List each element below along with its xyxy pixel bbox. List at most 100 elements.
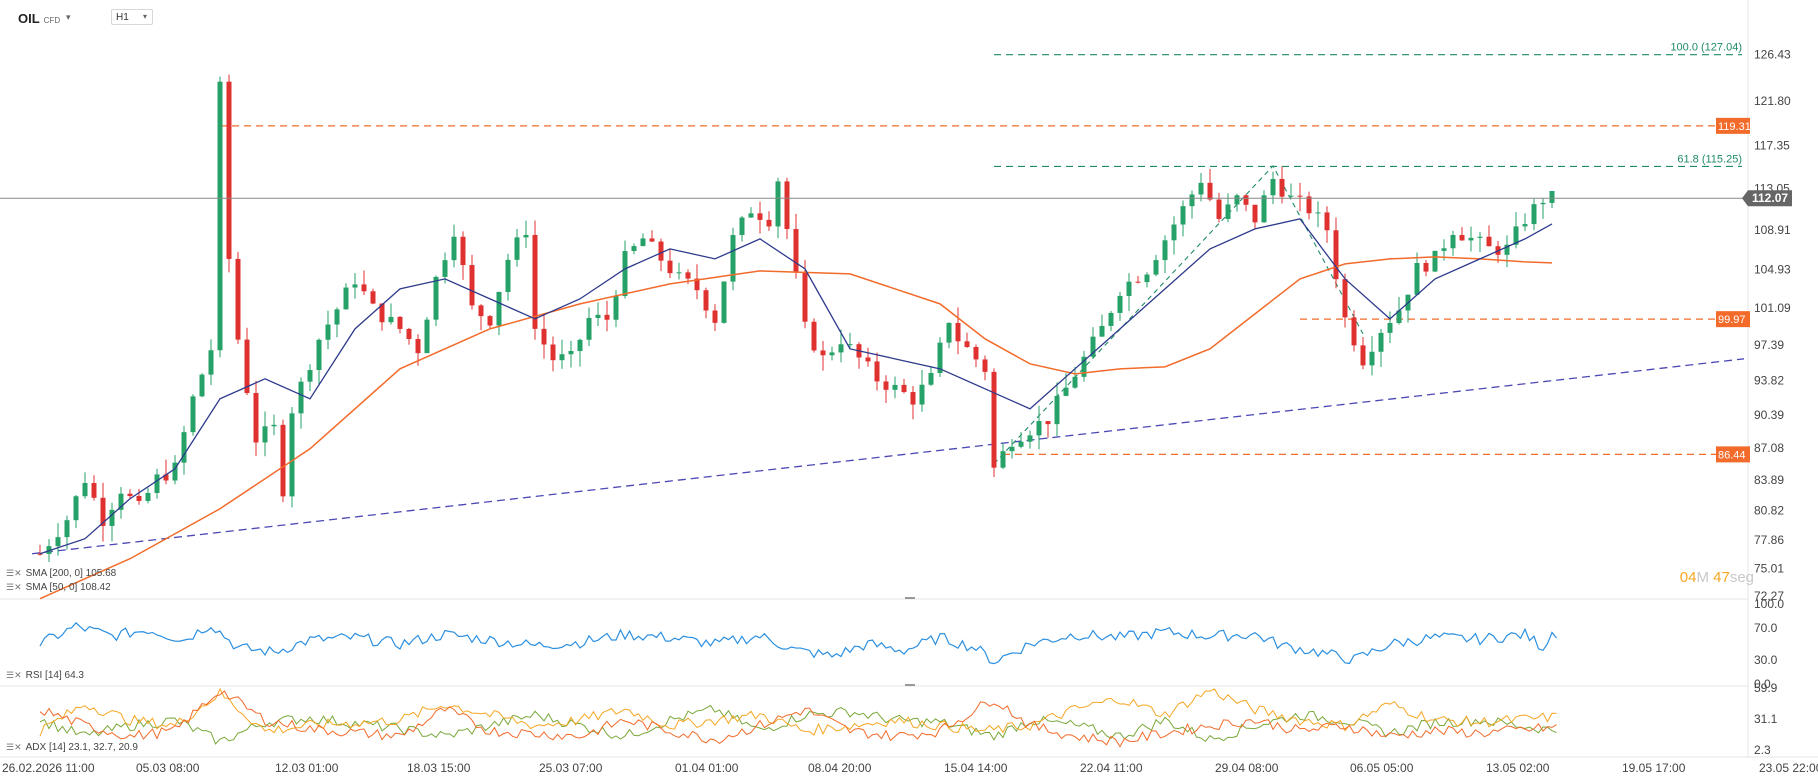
symbol-label[interactable]: OIL CFD xyxy=(18,11,60,26)
bullish-candle xyxy=(514,237,520,260)
bearish-candle xyxy=(658,241,664,261)
bullish-candle xyxy=(1270,178,1276,196)
bullish-candle xyxy=(208,350,214,375)
bullish-candle xyxy=(262,426,268,443)
time-tick-label: 05.03 08:00 xyxy=(136,761,200,775)
bullish-candle xyxy=(1189,194,1195,207)
bullish-candle xyxy=(1234,195,1240,205)
time-tick-label: 15.04 14:00 xyxy=(944,761,1008,775)
price-tick-label: 87.08 xyxy=(1754,441,1784,455)
last-price-label: 112.07 xyxy=(1752,191,1788,205)
bullish-candle xyxy=(109,509,115,526)
bullish-candle xyxy=(1315,212,1321,214)
legend-menu-icon[interactable]: ☰✕ xyxy=(6,742,22,752)
bearish-candle xyxy=(1306,196,1312,214)
bullish-candle xyxy=(334,309,340,325)
bullish-candle xyxy=(1549,191,1555,203)
bearish-candle xyxy=(1207,182,1213,200)
timer-minutes: 04 xyxy=(1679,569,1697,586)
bearish-candle xyxy=(649,238,655,242)
price-tick-label: 93.82 xyxy=(1754,374,1784,388)
symbol-name: OIL xyxy=(18,11,40,26)
sma200-legend-text: SMA [200, 0] 105.68 xyxy=(25,568,117,579)
pane-resize-handle[interactable] xyxy=(905,684,915,686)
sma200-legend: ☰✕ SMA [200, 0] 105.68 xyxy=(6,568,116,579)
bearish-candle xyxy=(712,310,718,323)
bullish-candle xyxy=(298,381,304,414)
timeframe-select[interactable]: H1 ▾ xyxy=(111,9,153,25)
bullish-candle xyxy=(1522,224,1528,227)
bullish-candle xyxy=(919,384,925,405)
bearish-candle xyxy=(1459,234,1465,241)
fib-level-label: 100.0 (127.04) xyxy=(1670,42,1742,54)
bearish-candle xyxy=(487,316,493,326)
bullish-candle xyxy=(586,317,592,340)
bullish-candle xyxy=(1117,295,1123,313)
level-tag-label: 99.97 xyxy=(1718,314,1746,326)
bullish-candle xyxy=(118,493,124,510)
time-tick-label: 12.03 01:00 xyxy=(275,761,339,775)
bullish-candle xyxy=(676,272,682,274)
bullish-candle xyxy=(343,287,349,310)
bearish-candle xyxy=(415,339,421,354)
bullish-candle xyxy=(172,462,178,481)
bearish-candle xyxy=(883,381,889,390)
legend-menu-icon[interactable]: ☰✕ xyxy=(6,670,22,680)
bullish-candle xyxy=(1198,182,1204,195)
bearish-candle xyxy=(244,339,250,394)
rsi-pane: 100.0 70.0 30.0 0.0 xyxy=(39,597,1784,691)
bullish-candle xyxy=(1468,237,1474,241)
candles xyxy=(37,74,1555,562)
level-tag xyxy=(1716,117,1750,134)
bullish-candle xyxy=(640,238,646,247)
bearish-candle xyxy=(964,341,970,348)
bearish-candle xyxy=(253,393,259,443)
bearish-candle xyxy=(1252,204,1258,223)
price-tick-label: 83.89 xyxy=(1754,473,1784,487)
bearish-candle xyxy=(685,272,691,279)
bearish-candle xyxy=(820,350,826,356)
bullish-candle xyxy=(1432,250,1438,272)
symbol-dropdown-icon[interactable]: ▾ xyxy=(66,12,71,22)
bullish-candle xyxy=(1063,387,1069,396)
bullish-candle xyxy=(568,350,574,355)
bullish-candle xyxy=(217,81,223,351)
bullish-candle xyxy=(748,213,754,218)
legend-menu-icon[interactable]: ☰✕ xyxy=(6,568,22,578)
bearish-candle xyxy=(1342,279,1348,318)
bullish-candle xyxy=(1081,356,1087,377)
legend-menu-icon[interactable]: ☰✕ xyxy=(6,582,22,592)
level-tag xyxy=(1716,446,1750,463)
bearish-candle xyxy=(1045,421,1051,425)
bearish-candle xyxy=(1360,345,1366,366)
bullish-candle xyxy=(424,319,430,354)
bearish-candle xyxy=(1243,195,1249,205)
price-tick-label: 77.86 xyxy=(1754,533,1784,547)
bearish-candle xyxy=(901,384,907,393)
bullish-candle xyxy=(1477,236,1483,238)
bullish-candle xyxy=(1396,310,1402,324)
bullish-candle xyxy=(1144,274,1150,283)
bullish-candle xyxy=(145,493,151,501)
trendline xyxy=(31,358,1745,555)
bearish-candle xyxy=(379,303,385,323)
level-tag xyxy=(1716,311,1750,328)
time-tick-label: 08.04 20:00 xyxy=(808,761,872,775)
bullish-candle xyxy=(1504,244,1510,255)
price-tick-label: 126.43 xyxy=(1754,48,1791,62)
bearish-candle xyxy=(865,357,871,362)
bullish-candle xyxy=(1531,204,1537,225)
bearish-candle xyxy=(469,265,475,306)
bearish-candle xyxy=(910,392,916,405)
bullish-candle xyxy=(847,344,853,346)
price-tick-label: 97.39 xyxy=(1754,338,1784,352)
bearish-candle xyxy=(703,290,709,311)
bearish-candle xyxy=(982,359,988,372)
bearish-candle xyxy=(136,496,142,501)
bearish-candle xyxy=(406,328,412,340)
bearish-candle xyxy=(793,229,799,273)
bullish-candle xyxy=(442,260,448,277)
bearish-candle xyxy=(163,474,169,481)
bullish-candle xyxy=(307,370,313,382)
